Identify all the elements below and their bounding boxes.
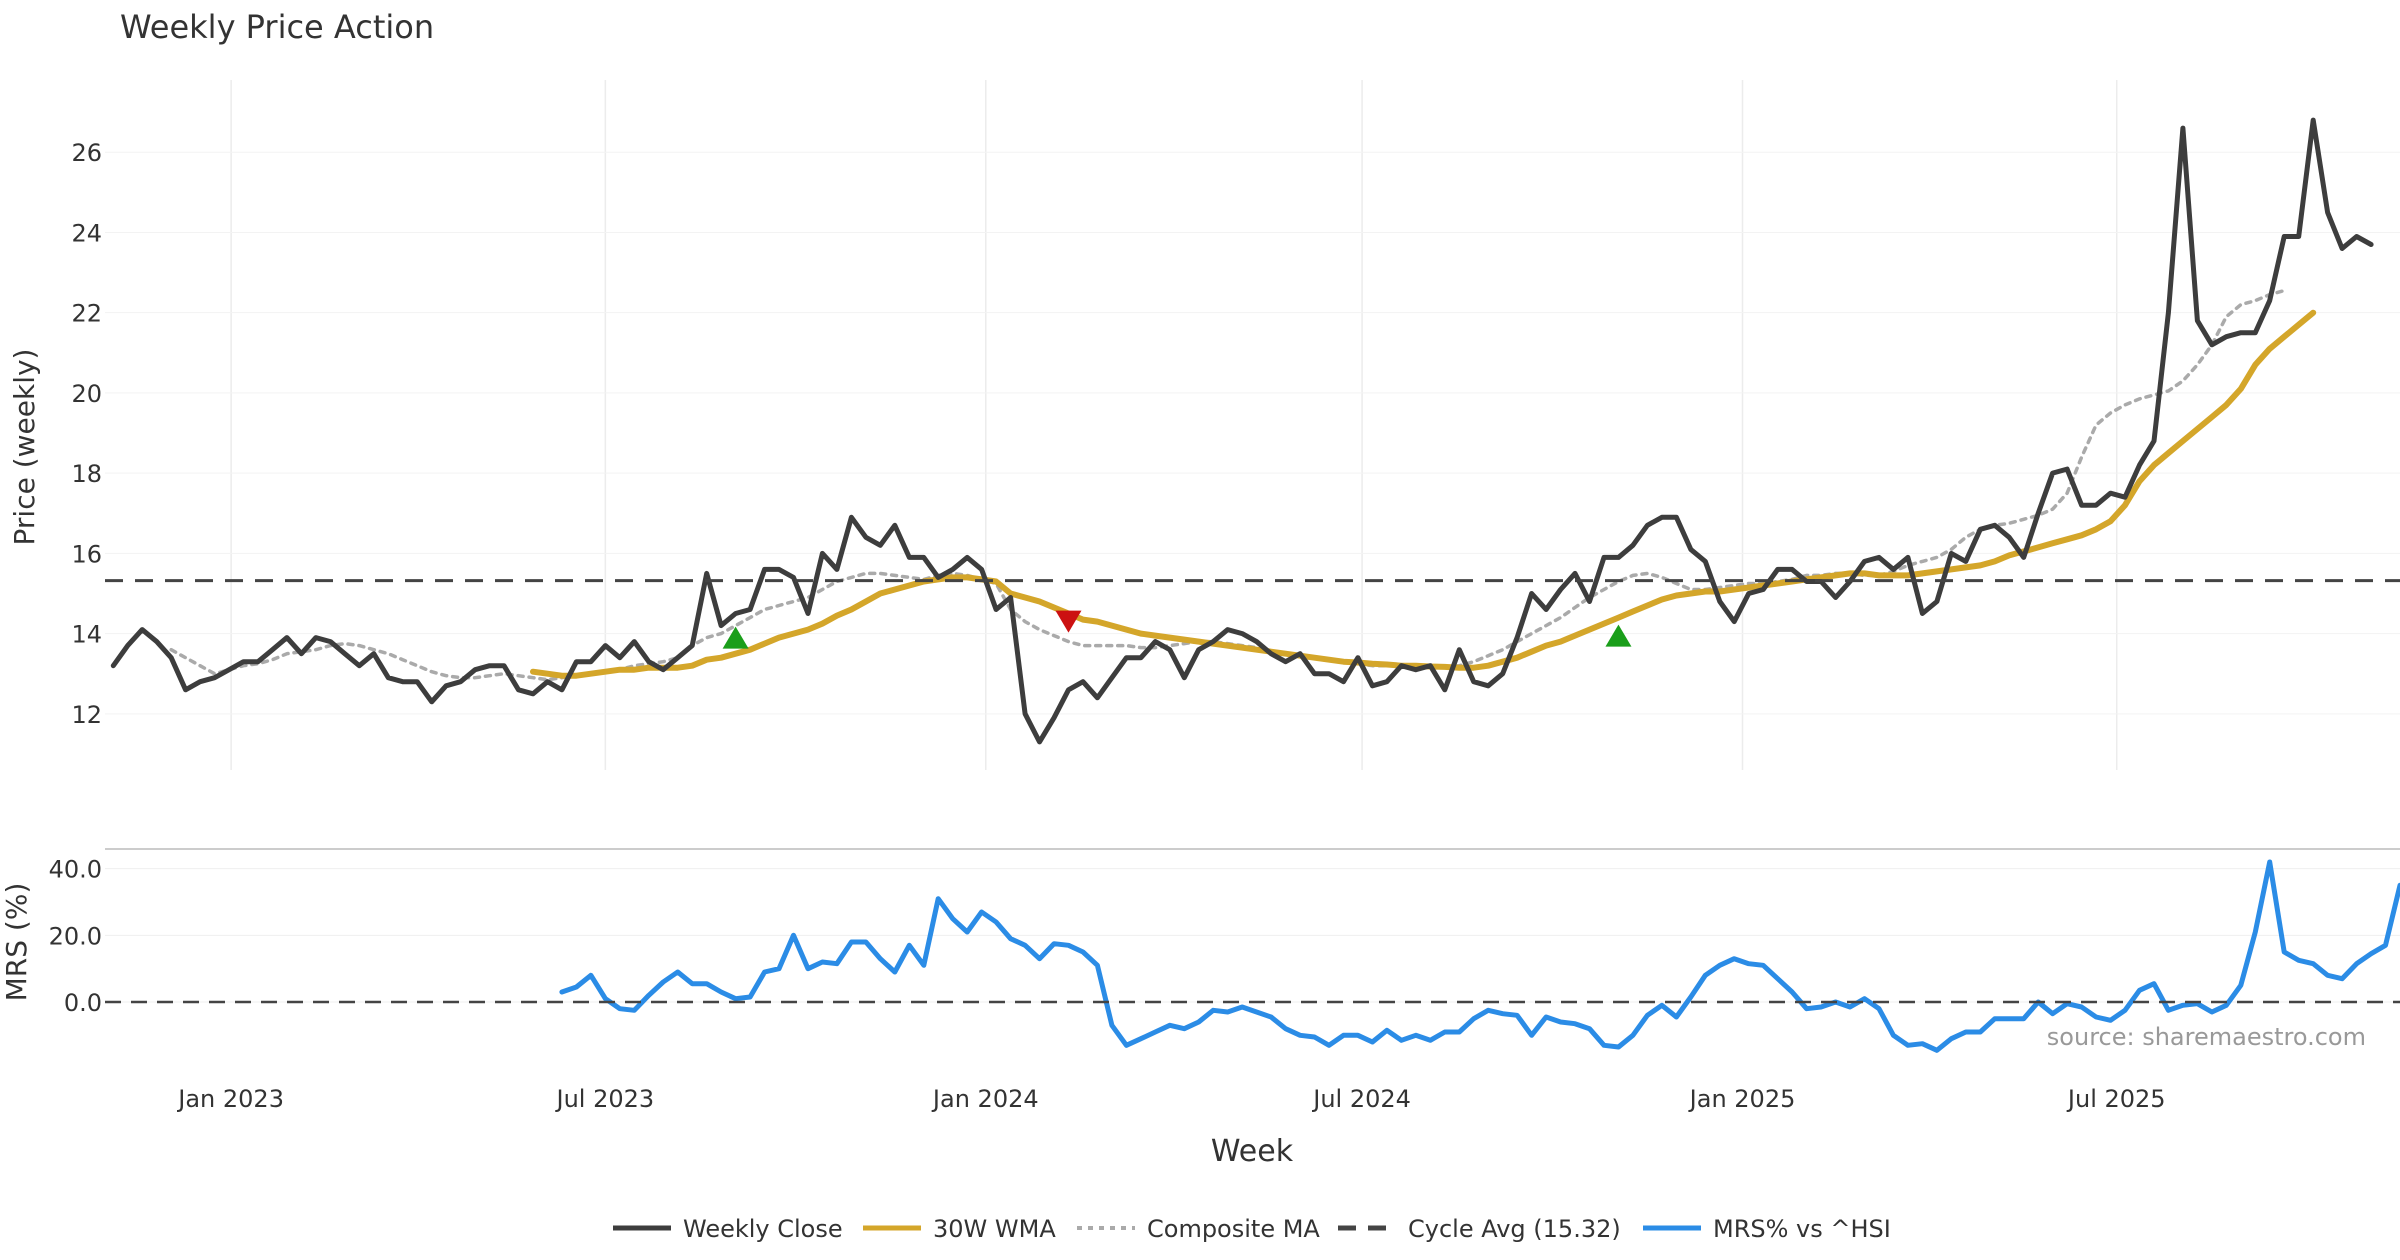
signal-markers <box>722 610 1632 649</box>
series-layer <box>105 117 2400 1053</box>
buy-signal-marker <box>1605 624 1632 647</box>
price-tick-label: 22 <box>71 300 102 328</box>
mrs-tick-label: 40.0 <box>49 856 102 884</box>
price-tick-label: 18 <box>71 460 102 488</box>
legend-label: MRS% vs ^HSI <box>1713 1215 1891 1243</box>
legend-label: Cycle Avg (15.32) <box>1408 1215 1621 1243</box>
legend-label: Weekly Close <box>683 1215 843 1243</box>
price-tick-label: 20 <box>71 380 102 408</box>
series-mrs-vs-hsi <box>559 859 2400 1053</box>
x-tick-label: Jul 2023 <box>555 1085 655 1113</box>
mrs-tick-label: 0.0 <box>64 989 102 1017</box>
price-gridlines <box>105 80 2400 770</box>
series-weekly-close <box>110 117 2374 745</box>
price-axis-ticks: 12 14 16 18 20 22 24 26 <box>71 139 102 729</box>
x-tick-label: Jan 2023 <box>176 1085 284 1113</box>
mrs-axis-ticks: 0.0 20.0 40.0 <box>49 856 102 1017</box>
chart-title: Weekly Price Action <box>120 8 434 46</box>
x-axis-ticks: Jan 2023 Jul 2023 Jan 2024 Jul 2024 Jan 2025… <box>176 1085 2165 1113</box>
legend-label: Composite MA <box>1147 1215 1320 1243</box>
series-composite-ma <box>169 288 2286 682</box>
buy-signal-marker <box>722 626 749 649</box>
legend-label: 30W WMA <box>933 1215 1056 1243</box>
price-tick-label: 16 <box>71 540 102 568</box>
x-axis-label: Week <box>1211 1134 1294 1169</box>
price-tick-label: 12 <box>71 701 102 729</box>
mrs-tick-label: 20.0 <box>49 922 102 950</box>
x-tick-label: Jul 2024 <box>1311 1085 1411 1113</box>
price-tick-label: 14 <box>71 621 102 649</box>
source-annotation: source: sharemaestro.com <box>2047 1023 2366 1051</box>
mrs-gridlines <box>105 868 2400 1003</box>
x-tick-label: Jan 2024 <box>931 1085 1039 1113</box>
legend: Weekly Close 30W WMA Composite MA Cycle Avg… <box>613 1215 1891 1243</box>
price-axis-label: Price (weekly) <box>8 349 41 546</box>
price-tick-label: 24 <box>71 219 102 247</box>
x-tick-label: Jan 2025 <box>1688 1085 1796 1113</box>
mrs-axis-label: MRS (%) <box>0 883 33 1002</box>
x-tick-label: Jul 2025 <box>2066 1085 2166 1113</box>
price-tick-label: 26 <box>71 139 102 167</box>
sell-signal-marker <box>1055 610 1082 633</box>
